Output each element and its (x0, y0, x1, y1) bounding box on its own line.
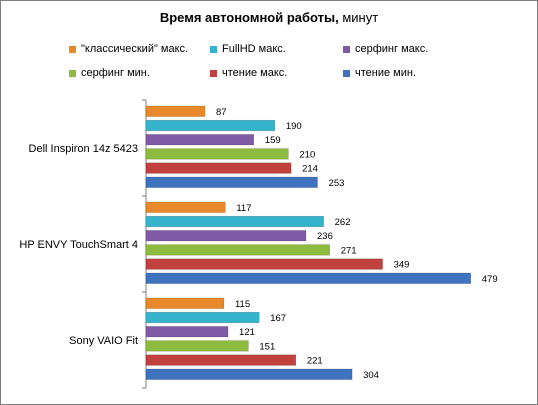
bar (145, 368, 353, 380)
chart-title-rest: минут (338, 10, 379, 25)
data-label: 262 (335, 217, 351, 228)
data-label: 214 (302, 164, 318, 175)
data-label: 117 (236, 203, 251, 214)
chart-title-bold: Время автономной работы, (159, 10, 339, 25)
legend-swatch (210, 45, 217, 53)
data-label: 115 (235, 299, 250, 310)
legend-label: FullHD макс. (222, 43, 286, 55)
data-label: 253 (329, 178, 345, 189)
bar (145, 230, 307, 242)
bar (145, 105, 206, 117)
bar (145, 297, 225, 309)
legend-label: серфинг мин. (81, 67, 150, 79)
chart-title: Время автономной работы, минут (0, 10, 538, 25)
bar (145, 354, 297, 366)
data-label: 121 (239, 327, 255, 338)
bar (145, 340, 249, 352)
bar (145, 311, 260, 324)
legend-label: чтение мин. (355, 67, 416, 79)
data-label: 236 (317, 231, 333, 242)
legend-swatch (69, 69, 76, 77)
data-label: 349 (394, 260, 410, 271)
bar (145, 244, 330, 256)
category-label: HP ENVY TouchSmart 4 (19, 239, 138, 251)
legend-swatch (210, 69, 217, 77)
legend-label: серфинг макс. (355, 43, 429, 55)
bar (145, 176, 318, 188)
bar (145, 258, 383, 270)
legend-swatch (343, 69, 350, 77)
bar (145, 215, 324, 228)
bar (145, 148, 289, 160)
legend-item-fullhd-max: FullHD макс. (210, 43, 286, 55)
legend-item-classic-max: "классический" макс. (69, 43, 188, 55)
data-label: 210 (299, 149, 315, 160)
bar (145, 326, 229, 338)
data-label: 87 (216, 107, 227, 118)
bar (145, 134, 255, 146)
legend-swatch (343, 45, 350, 53)
data-label: 304 (363, 370, 379, 381)
data-label: 479 (482, 274, 498, 285)
legend-item-surfing-min: серфинг мин. (69, 67, 150, 79)
legend-item-reading-min: чтение мин. (343, 67, 416, 79)
data-label: 190 (286, 121, 302, 132)
legend-item-reading-max: чтение макс. (210, 67, 287, 79)
data-label: 151 (259, 341, 275, 352)
category-label: Dell Inspiron 14z 5423 (29, 143, 138, 155)
data-label: 159 (265, 135, 281, 146)
bar (145, 119, 276, 132)
data-label: 167 (270, 313, 286, 324)
data-label: 271 (341, 245, 357, 256)
bar (145, 201, 226, 213)
data-label: 221 (307, 356, 323, 367)
legend-label: "классический" макс. (81, 43, 189, 55)
legend-swatch (69, 45, 76, 53)
bar (145, 162, 292, 174)
bar (145, 272, 472, 284)
legend-item-surfing-max: серфинг макс. (343, 43, 428, 55)
category-label: Sony VAIO Fit (69, 335, 138, 347)
legend-label: чтение макс. (222, 67, 288, 79)
